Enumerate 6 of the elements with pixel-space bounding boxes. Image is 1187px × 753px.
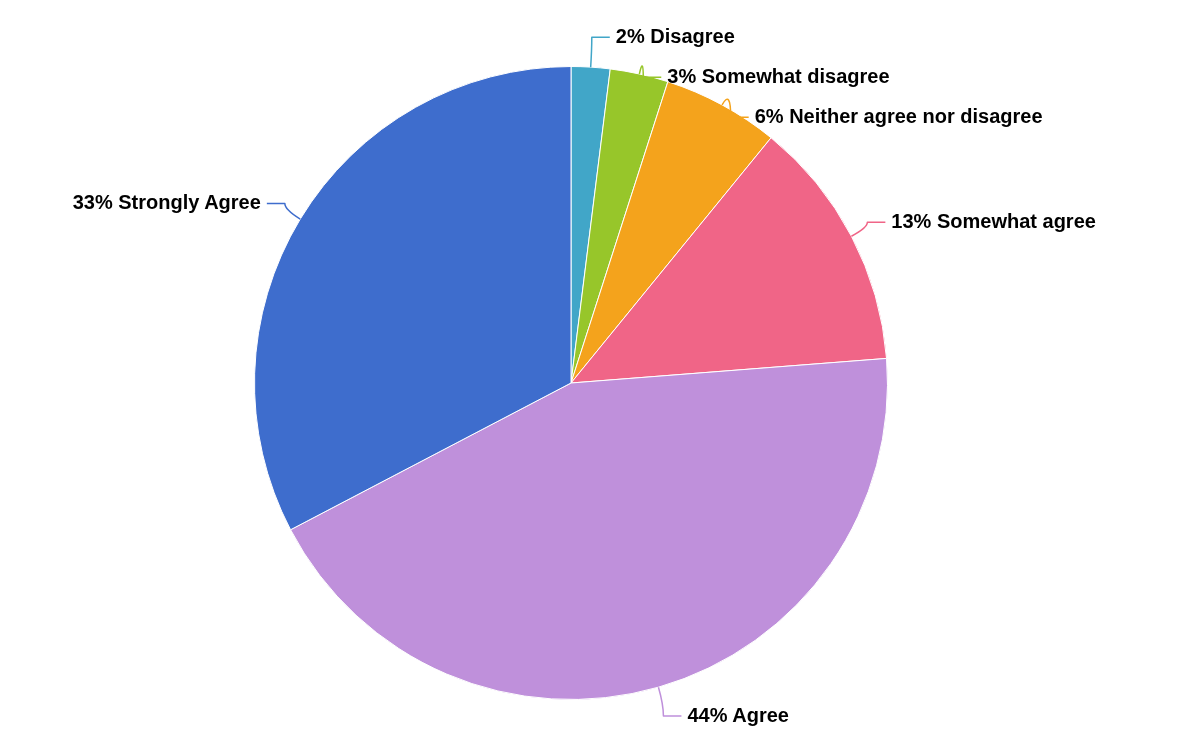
slice-label: 3% Somewhat disagree bbox=[667, 64, 890, 87]
slice-label: 13% Somewhat agree bbox=[891, 209, 1096, 232]
slice-label: 6% Neither agree nor disagree bbox=[754, 104, 1043, 127]
slice-label: 44% Agree bbox=[687, 703, 789, 726]
slice-label: 2% Disagree bbox=[615, 24, 735, 47]
slice-label: 33% Strongly Agree bbox=[72, 191, 261, 214]
